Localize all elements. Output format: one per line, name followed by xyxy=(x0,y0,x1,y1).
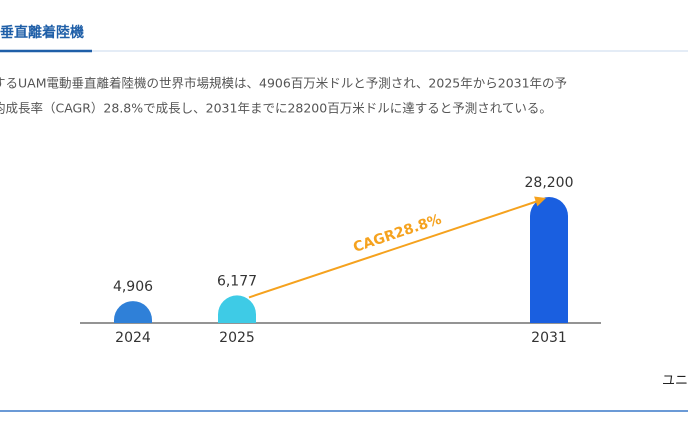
x-tick-label: 2025 xyxy=(219,330,255,346)
value-label: 4,906 xyxy=(113,279,153,295)
bar xyxy=(218,295,256,323)
value-label: 6,177 xyxy=(217,273,257,289)
bar xyxy=(530,197,568,323)
value-label: 28,200 xyxy=(525,175,574,191)
cagr-arrow xyxy=(248,200,539,299)
cagr-label: CAGR28.8% xyxy=(351,212,443,256)
section-title: 垂直離着陸機 xyxy=(0,24,84,41)
x-tick-label: 2031 xyxy=(531,330,567,346)
unit-note: ユニ xyxy=(662,374,688,389)
cagr-arrowhead xyxy=(534,196,546,207)
description-line: するUAM電動垂直離着陸機の世界市場規模は、4906百万米ドルと予測され、202… xyxy=(0,76,567,91)
description-line: 均成長率（CAGR）28.8%で成長し、2031年までに28200百万米ドルに達… xyxy=(0,101,552,116)
bar xyxy=(114,301,152,323)
x-tick-label: 2024 xyxy=(115,330,151,346)
